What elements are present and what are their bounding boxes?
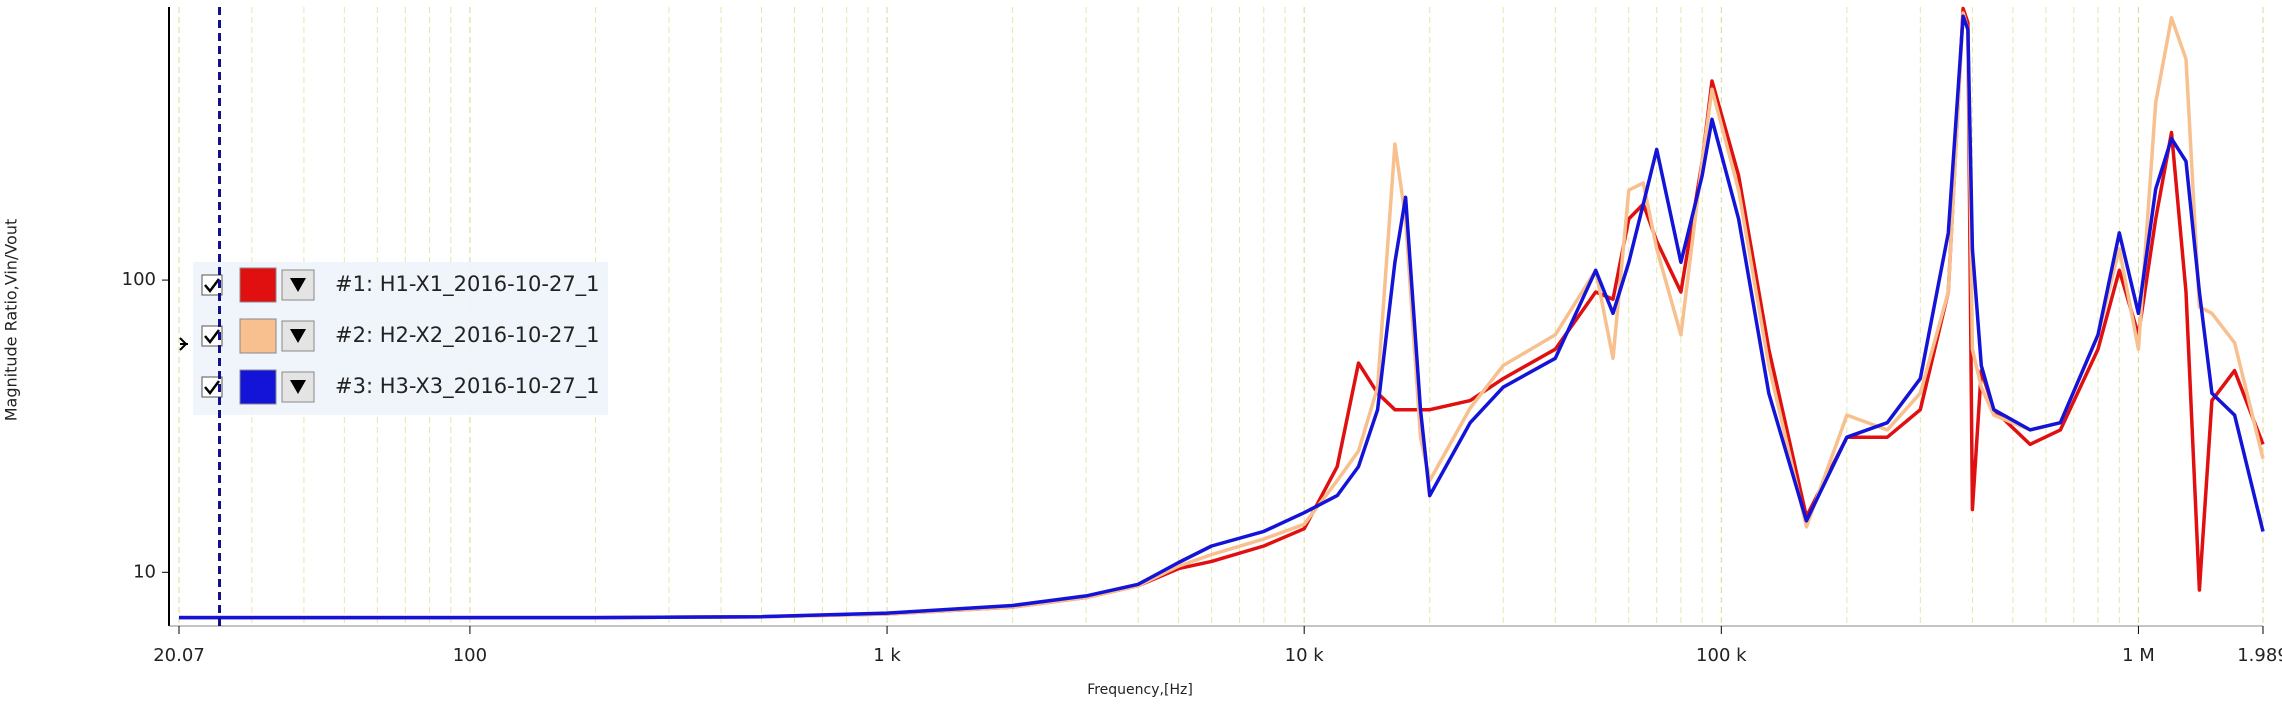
- x-tick-label: 20.07: [153, 645, 205, 666]
- x-tick-label: 10 k: [1285, 645, 1325, 666]
- legend-dropdown-arrow: [290, 329, 306, 343]
- legend-check: [204, 278, 220, 294]
- legend-entry[interactable]: #1: H1-X1_2016-10-27_1: [201, 267, 600, 303]
- legend: #1: H1-X1_2016-10-27_1 #2: H2-X2_2016-10-…: [179, 262, 608, 415]
- legend-dropdown-arrow: [290, 380, 306, 394]
- legend-swatch[interactable]: [239, 318, 277, 354]
- legend-label: #1: H1-X1_2016-10-27_1: [335, 272, 600, 297]
- x-tick-label: 1 k: [873, 645, 901, 666]
- y-tick-label: 100: [122, 269, 156, 290]
- series-line: [179, 14, 2265, 620]
- legend-check: [204, 380, 220, 396]
- lines: [179, 6, 2265, 620]
- y-tick-label: 10: [133, 561, 156, 582]
- legend-label: #2: H2-X2_2016-10-27_1: [335, 323, 600, 348]
- legend-entry[interactable]: #2: H2-X2_2016-10-27_1: [201, 318, 600, 354]
- legend-swatch[interactable]: [239, 267, 277, 303]
- x-tick-label: 1 M: [2122, 645, 2155, 666]
- y-axis-label: Magnitude Ratio,Vin/Vout: [2, 219, 21, 422]
- legend-arrow: [179, 337, 188, 351]
- legend-entry[interactable]: #3: H3-X3_2016-10-27_1: [201, 369, 600, 405]
- legend-label: #3: H3-X3_2016-10-27_1: [335, 374, 600, 399]
- legend-check: [204, 329, 220, 345]
- x-tick-label: 100 k: [1696, 645, 1747, 666]
- x-axis-label: Frequency,[Hz]: [1087, 682, 1193, 698]
- x-tick-label: 1.989: [2237, 645, 2282, 666]
- legend-swatch[interactable]: [239, 369, 277, 405]
- legend-dropdown-arrow: [290, 278, 306, 292]
- x-tick-label: 100: [453, 645, 487, 666]
